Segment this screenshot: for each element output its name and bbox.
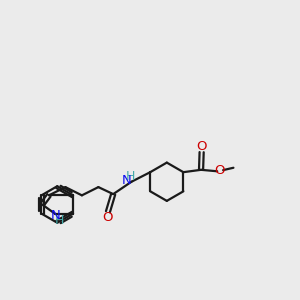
- Text: N: N: [122, 174, 132, 188]
- Text: N: N: [50, 209, 60, 223]
- Text: O: O: [102, 211, 112, 224]
- Text: H: H: [55, 214, 64, 227]
- Text: O: O: [214, 164, 225, 177]
- Text: O: O: [197, 140, 207, 153]
- Text: H: H: [126, 170, 136, 183]
